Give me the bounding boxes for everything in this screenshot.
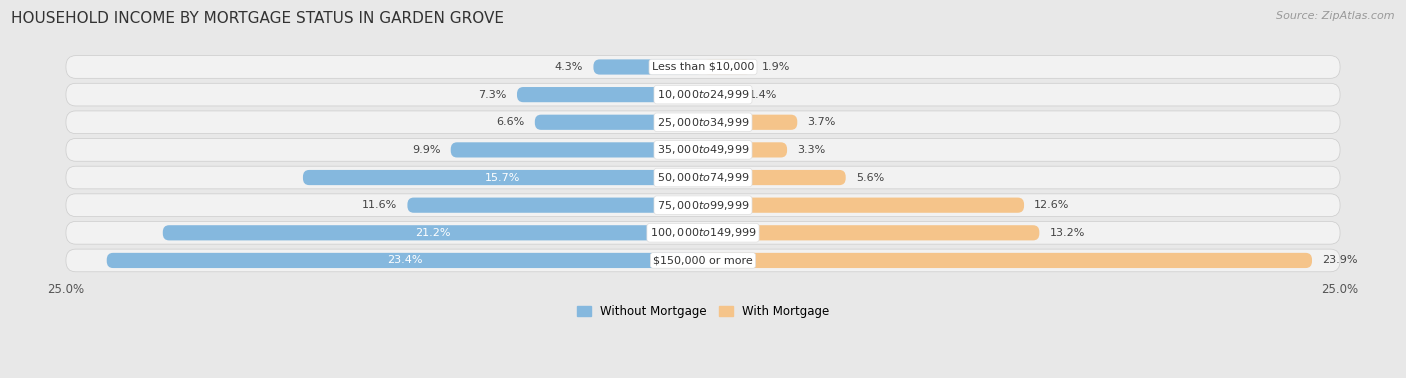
Text: 3.3%: 3.3% <box>797 145 825 155</box>
Text: 7.3%: 7.3% <box>478 90 506 100</box>
Text: $35,000 to $49,999: $35,000 to $49,999 <box>657 143 749 156</box>
FancyBboxPatch shape <box>593 59 703 74</box>
Text: $75,000 to $99,999: $75,000 to $99,999 <box>657 199 749 212</box>
FancyBboxPatch shape <box>451 142 703 158</box>
Text: $50,000 to $74,999: $50,000 to $74,999 <box>657 171 749 184</box>
Text: 15.7%: 15.7% <box>485 172 520 183</box>
FancyBboxPatch shape <box>107 253 703 268</box>
FancyBboxPatch shape <box>66 56 1340 78</box>
FancyBboxPatch shape <box>703 198 1024 213</box>
Text: $100,000 to $149,999: $100,000 to $149,999 <box>650 226 756 239</box>
FancyBboxPatch shape <box>66 194 1340 217</box>
FancyBboxPatch shape <box>703 59 751 74</box>
FancyBboxPatch shape <box>517 87 703 102</box>
Text: 5.6%: 5.6% <box>856 172 884 183</box>
Text: 1.9%: 1.9% <box>762 62 790 72</box>
Text: 23.4%: 23.4% <box>387 256 423 265</box>
FancyBboxPatch shape <box>703 225 1039 240</box>
Text: Less than $10,000: Less than $10,000 <box>652 62 754 72</box>
Text: Source: ZipAtlas.com: Source: ZipAtlas.com <box>1277 11 1395 21</box>
Text: 13.2%: 13.2% <box>1049 228 1085 238</box>
FancyBboxPatch shape <box>703 115 797 130</box>
Text: 21.2%: 21.2% <box>415 228 451 238</box>
FancyBboxPatch shape <box>534 115 703 130</box>
Text: 3.7%: 3.7% <box>807 117 835 127</box>
FancyBboxPatch shape <box>408 198 703 213</box>
FancyBboxPatch shape <box>703 253 1312 268</box>
Text: 11.6%: 11.6% <box>361 200 398 210</box>
Text: $25,000 to $34,999: $25,000 to $34,999 <box>657 116 749 129</box>
Text: 23.9%: 23.9% <box>1322 256 1358 265</box>
FancyBboxPatch shape <box>66 166 1340 189</box>
FancyBboxPatch shape <box>66 139 1340 161</box>
Text: HOUSEHOLD INCOME BY MORTGAGE STATUS IN GARDEN GROVE: HOUSEHOLD INCOME BY MORTGAGE STATUS IN G… <box>11 11 505 26</box>
Text: 1.4%: 1.4% <box>749 90 778 100</box>
FancyBboxPatch shape <box>66 111 1340 133</box>
FancyBboxPatch shape <box>66 222 1340 244</box>
FancyBboxPatch shape <box>703 87 738 102</box>
Text: 12.6%: 12.6% <box>1035 200 1070 210</box>
FancyBboxPatch shape <box>66 83 1340 106</box>
Text: 4.3%: 4.3% <box>555 62 583 72</box>
FancyBboxPatch shape <box>163 225 703 240</box>
FancyBboxPatch shape <box>302 170 703 185</box>
Text: $150,000 or more: $150,000 or more <box>654 256 752 265</box>
FancyBboxPatch shape <box>703 142 787 158</box>
Text: $10,000 to $24,999: $10,000 to $24,999 <box>657 88 749 101</box>
FancyBboxPatch shape <box>66 249 1340 272</box>
Text: 6.6%: 6.6% <box>496 117 524 127</box>
FancyBboxPatch shape <box>703 170 845 185</box>
Text: 9.9%: 9.9% <box>412 145 440 155</box>
Legend: Without Mortgage, With Mortgage: Without Mortgage, With Mortgage <box>572 301 834 323</box>
